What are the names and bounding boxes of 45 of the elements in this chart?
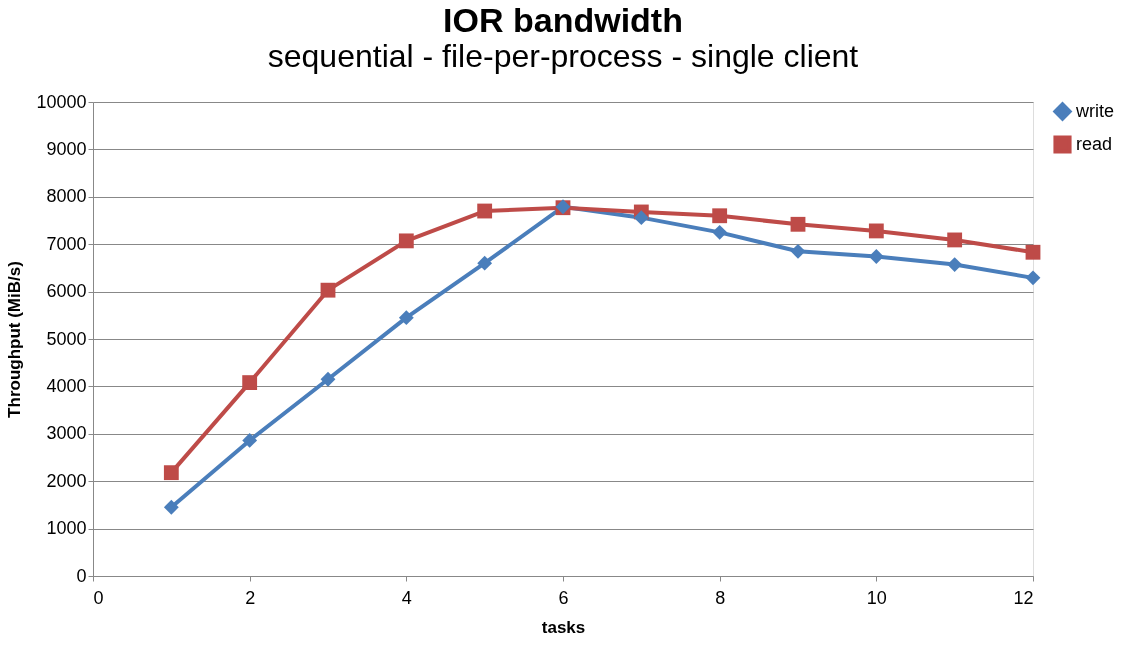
point xyxy=(320,371,336,387)
y-tick-label: 7000 xyxy=(46,233,87,254)
x-tick-label: 2 xyxy=(245,587,256,608)
point xyxy=(398,233,414,249)
point xyxy=(712,208,728,224)
y-tick-label: 6000 xyxy=(46,281,87,302)
x-tick-label: 12 xyxy=(1013,587,1034,608)
point xyxy=(320,282,336,298)
y-tick-label: 10000 xyxy=(36,91,87,112)
point xyxy=(790,216,806,232)
point xyxy=(868,249,884,264)
x-tick-label: 8 xyxy=(715,587,726,608)
y-axis-title: Throughput (MiB/s) xyxy=(5,261,25,418)
legend-label: write xyxy=(1075,100,1115,121)
chart-subtitle: sequential - file-per-process - single client xyxy=(267,38,859,74)
point xyxy=(947,257,963,272)
y-tick-label: 5000 xyxy=(46,328,87,349)
y-tick-label: 8000 xyxy=(46,186,87,207)
y-tick-label: 2000 xyxy=(46,470,87,491)
y-tick-label: 4000 xyxy=(46,375,87,396)
point xyxy=(1025,244,1041,260)
point xyxy=(790,243,806,259)
x-tick-label: 4 xyxy=(401,587,412,608)
chart-title: IOR bandwidth xyxy=(443,1,683,39)
y-tick-label: 1000 xyxy=(46,518,87,539)
x-axis-title: tasks xyxy=(541,617,586,637)
point xyxy=(242,375,258,391)
y-tick-label: 0 xyxy=(76,565,87,586)
point xyxy=(633,210,649,226)
point xyxy=(398,310,414,326)
x-tick-label: 10 xyxy=(866,587,887,608)
point xyxy=(163,499,179,515)
point xyxy=(163,465,179,481)
x-tick-label: 0 xyxy=(93,587,104,608)
point xyxy=(242,433,258,448)
y-tick-label: 9000 xyxy=(46,138,87,159)
point xyxy=(477,203,493,219)
legend-label: read xyxy=(1076,133,1113,154)
y-tick-label: 3000 xyxy=(46,423,87,444)
point xyxy=(1025,270,1041,286)
point xyxy=(477,255,493,271)
point xyxy=(947,232,963,248)
point xyxy=(712,224,728,240)
x-tick-label: 6 xyxy=(558,587,569,608)
point xyxy=(868,223,884,239)
